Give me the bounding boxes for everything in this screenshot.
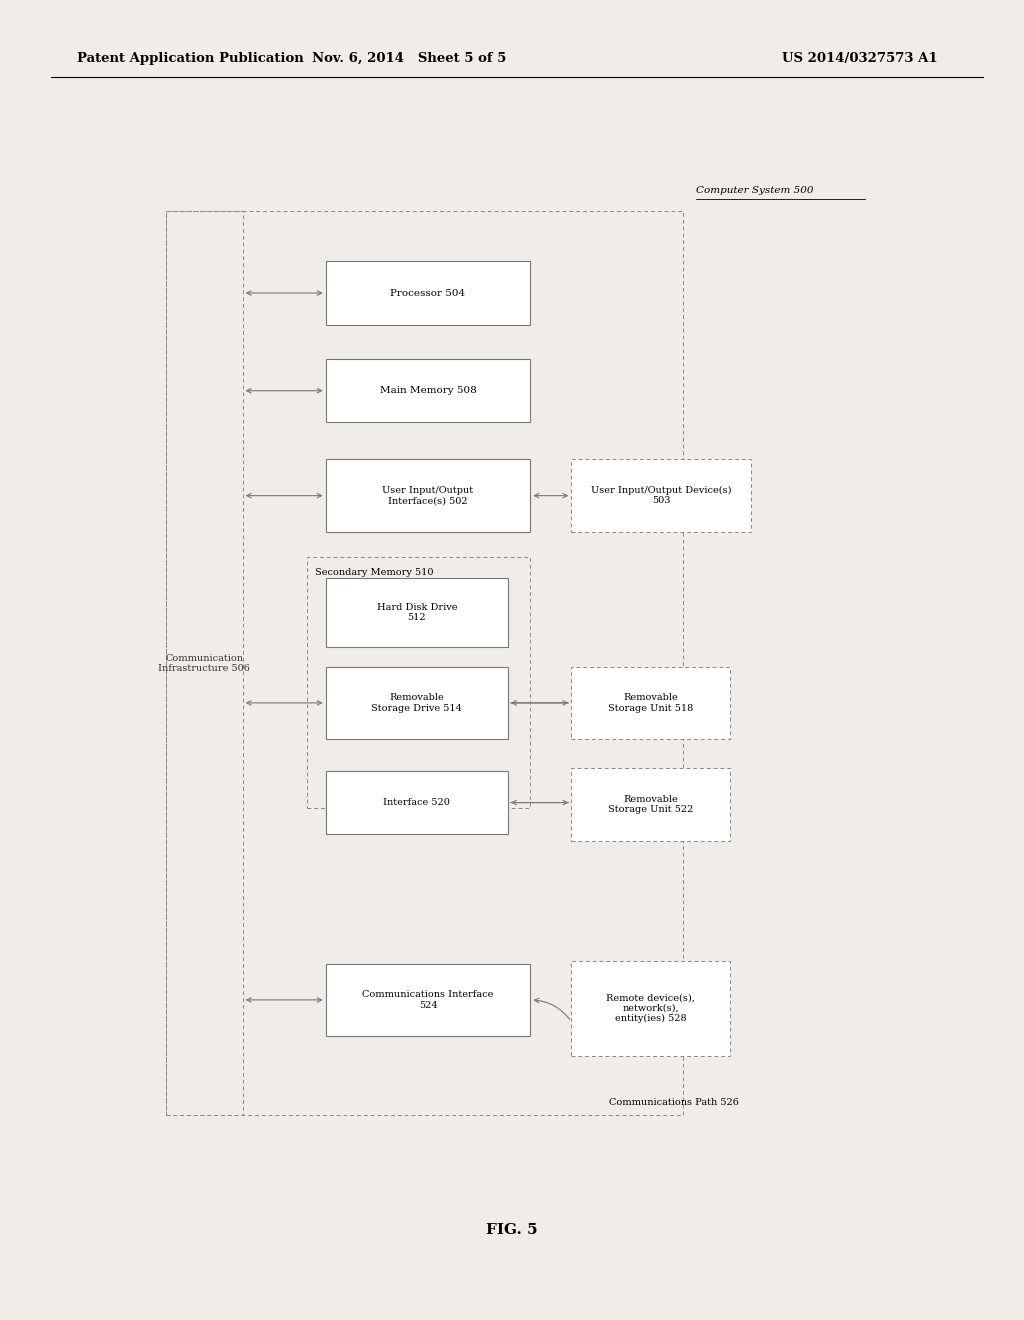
Bar bbox=[571, 961, 730, 1056]
Text: User Input/Output Device(s)
503: User Input/Output Device(s) 503 bbox=[591, 486, 731, 506]
Bar bbox=[326, 771, 508, 834]
Text: Communications Interface
524: Communications Interface 524 bbox=[362, 990, 494, 1010]
Text: FIG. 5: FIG. 5 bbox=[486, 1224, 538, 1237]
Bar bbox=[326, 578, 508, 647]
Text: Main Memory 508: Main Memory 508 bbox=[380, 387, 476, 395]
Bar bbox=[326, 964, 530, 1036]
Text: Communications Path 526: Communications Path 526 bbox=[609, 1098, 739, 1106]
Bar bbox=[166, 211, 243, 1115]
Bar bbox=[571, 459, 751, 532]
Text: Computer System 500: Computer System 500 bbox=[696, 186, 814, 194]
Text: Removable
Storage Unit 522: Removable Storage Unit 522 bbox=[608, 795, 693, 814]
Text: Secondary Memory 510: Secondary Memory 510 bbox=[315, 569, 434, 577]
Text: Processor 504: Processor 504 bbox=[390, 289, 466, 297]
Text: User Input/Output
Interface(s) 502: User Input/Output Interface(s) 502 bbox=[383, 486, 473, 506]
Bar bbox=[326, 261, 530, 325]
Text: Nov. 6, 2014   Sheet 5 of 5: Nov. 6, 2014 Sheet 5 of 5 bbox=[312, 51, 507, 65]
Text: Removable
Storage Unit 518: Removable Storage Unit 518 bbox=[608, 693, 693, 713]
Bar bbox=[326, 667, 508, 739]
Text: US 2014/0327573 A1: US 2014/0327573 A1 bbox=[782, 51, 938, 65]
Text: Interface 520: Interface 520 bbox=[383, 799, 451, 807]
Bar bbox=[571, 667, 730, 739]
Bar bbox=[571, 768, 730, 841]
Bar bbox=[166, 211, 683, 1115]
Bar bbox=[307, 557, 530, 808]
Bar bbox=[326, 459, 530, 532]
Text: Communication
Infrastructure 506: Communication Infrastructure 506 bbox=[159, 653, 250, 673]
Text: Hard Disk Drive
512: Hard Disk Drive 512 bbox=[377, 603, 457, 622]
Text: Remote device(s),
network(s),
entity(ies) 528: Remote device(s), network(s), entity(ies… bbox=[606, 994, 695, 1023]
Text: Patent Application Publication: Patent Application Publication bbox=[77, 51, 303, 65]
Text: Removable
Storage Drive 514: Removable Storage Drive 514 bbox=[372, 693, 462, 713]
Bar bbox=[326, 359, 530, 422]
